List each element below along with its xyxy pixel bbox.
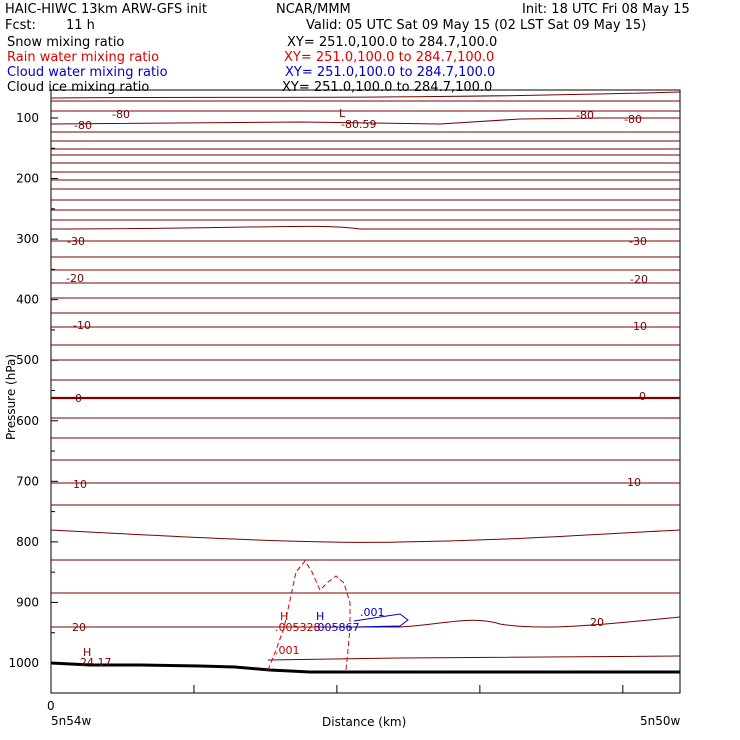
rain-water-contour (267, 560, 351, 671)
y-tick-label: 900 (16, 595, 39, 609)
x-left-station-label: 5n54w (51, 714, 92, 728)
contour-label-minus80-b: -80 (74, 119, 92, 132)
x-right-station-label: 5n50w (640, 714, 681, 728)
low-value: -80.59 (341, 118, 376, 131)
rain-contour-label: .001 (275, 644, 300, 657)
cloud-water-contour-label: .001 (360, 606, 385, 619)
y-tick-label: 300 (16, 232, 39, 246)
contour-label-zero-left: 0 (75, 392, 82, 405)
rain-high-marker: H (280, 610, 288, 623)
y-tick-label: 700 (16, 474, 39, 488)
contour-label-minus10-right: -10 (629, 320, 647, 333)
temperature-contour-line (51, 616, 681, 628)
contour-label-20-left: 20 (72, 621, 86, 634)
forecast-label: Fcst: (5, 18, 36, 33)
y-tick-label: 500 (16, 353, 39, 367)
contour-label-minus20-right: -20 (630, 273, 648, 286)
contour-label-minus80-c: -80 (576, 109, 594, 122)
temperature-contour-line (50, 91, 681, 99)
y-tick-label: 400 (16, 293, 39, 307)
contour-label-minus30-left: -30 (67, 235, 85, 248)
contour-label-10-right: 10 (627, 476, 641, 489)
cloud-water-high-value: .005867 (314, 621, 360, 634)
center-label: NCAR/MMM (276, 2, 351, 17)
temperature-contour-line (50, 225, 680, 230)
field-name-snow: Snow mixing ratio (7, 35, 125, 50)
contour-label-minus10-left: -10 (73, 319, 91, 332)
forecast-hour: 11 h (66, 18, 95, 33)
contour-label-minus80-a: -80 (112, 108, 130, 121)
contour-label-minus20-left: -20 (66, 272, 84, 285)
temperature-contours (50, 91, 681, 661)
cloud-water-contour (353, 613, 409, 628)
y-tick-label: 100 (16, 111, 39, 125)
plot-frame (50, 89, 681, 694)
cloud-water-high-marker: H (316, 610, 324, 623)
terrain-surface (50, 661, 680, 674)
y-tick-label: 800 (16, 535, 39, 549)
temperature-high-value: 24.17 (80, 656, 112, 669)
contour-label-minus30-right: -30 (629, 235, 647, 248)
field-xy-cloud-water: XY= 251.0,100.0 to 284.7,100.0 (285, 65, 496, 80)
field-name-cloud-water: Cloud water mixing ratio (7, 65, 168, 80)
x-origin-label: 0 (47, 699, 55, 713)
temperature-contour-line (267, 655, 681, 661)
chart-title: HAIC-HIWC 13km ARW-GFS init (5, 2, 207, 17)
contour-label-minus80-d: -80 (624, 113, 642, 126)
x-axis-title: Distance (km) (322, 715, 406, 729)
field-xy-cloud-ice: XY= 251.0,100.0 to 284.7,100.0 (282, 80, 493, 95)
contour-label-zero-right: 0 (639, 390, 646, 403)
contour-label-20-right: 20 (590, 616, 604, 629)
y-tick-label: 200 (16, 172, 39, 186)
init-time: Init: 18 UTC Fri 08 May 15 (522, 2, 690, 17)
low-marker: L (339, 107, 346, 120)
temperature-contour-line (50, 529, 681, 543)
field-xy-rain: XY= 251.0,100.0 to 284.7,100.0 (284, 50, 495, 65)
valid-time: Valid: 05 UTC Sat 09 May 15 (02 LST Sat … (306, 18, 647, 33)
field-xy-snow: XY= 251.0,100.0 to 284.7,100.0 (287, 35, 498, 50)
temperature-contour-line (50, 117, 680, 125)
field-name-rain: Rain water mixing ratio (7, 50, 160, 65)
rain-high-value: .005328 (275, 621, 321, 634)
contour-label-10-left: 10 (73, 478, 87, 491)
y-axis-title: Pressure (hPa) (4, 354, 18, 440)
y-tick-label: 1000 (8, 656, 39, 670)
y-tick-label: 600 (16, 414, 39, 428)
temperature-high-marker: H (83, 646, 91, 659)
field-name-cloud-ice: Cloud ice mixing ratio (7, 80, 150, 95)
